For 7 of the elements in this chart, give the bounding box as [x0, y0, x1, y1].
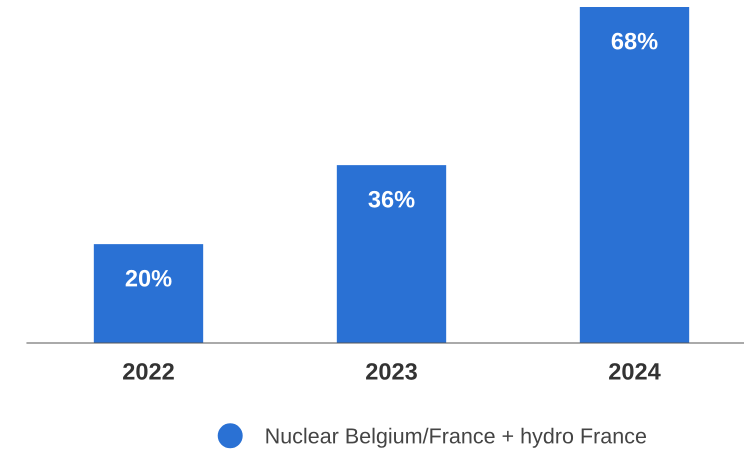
data-label: 20%: [126, 270, 172, 287]
x-tick-label: 2024: [609, 363, 661, 380]
legend-label: Nuclear Belgium/France + hydro France: [266, 428, 646, 448]
x-tick-label: 2023: [366, 363, 417, 380]
data-label: 68%: [612, 32, 658, 50]
data-label: 36%: [368, 190, 415, 208]
x-tick-label: 2022: [123, 363, 174, 380]
